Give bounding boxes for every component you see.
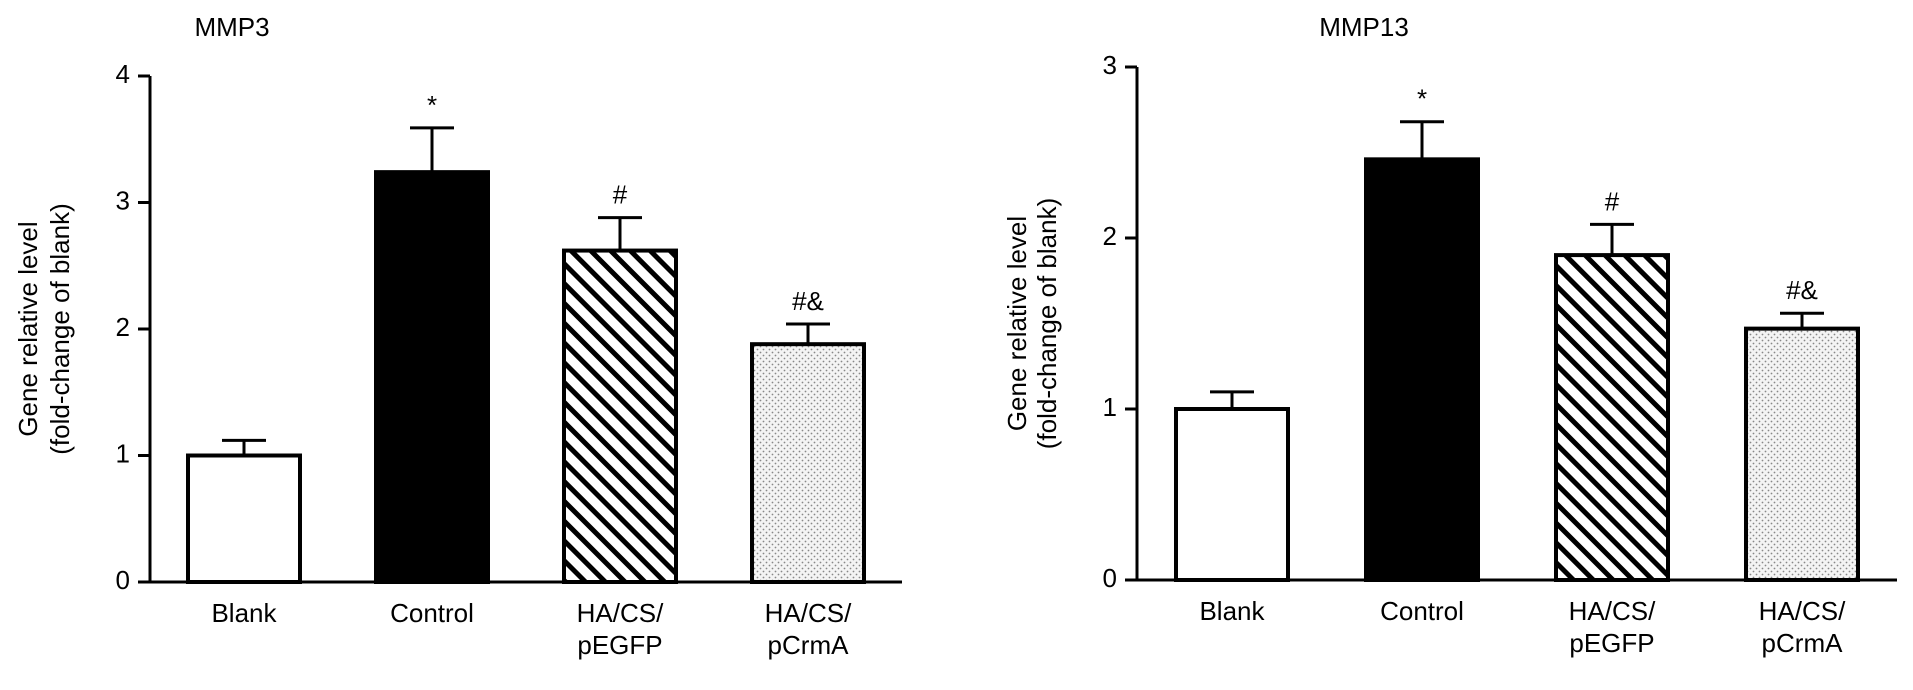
- annotation: *: [1417, 84, 1427, 114]
- x-tick-label: pEGFP: [577, 630, 662, 660]
- y-tick-label: 4: [116, 59, 130, 89]
- annotation: #: [1605, 186, 1620, 216]
- x-tick-label: HA/CS/: [1569, 596, 1656, 626]
- x-tick-label: pCrmA: [768, 630, 850, 660]
- annotation: #: [613, 180, 628, 210]
- y-axis-label: (fold-change of blank): [1032, 198, 1062, 449]
- y-axis-label: Gene relative level: [1002, 216, 1032, 431]
- y-tick-label: 2: [1103, 221, 1117, 251]
- bar: [1744, 326, 1860, 582]
- y-tick-label: 3: [116, 185, 130, 215]
- y-tick-label: 1: [116, 438, 130, 468]
- y-tick-label: 0: [1103, 563, 1117, 593]
- annotation: #&: [1786, 275, 1818, 305]
- x-tick-label: HA/CS/: [577, 598, 664, 628]
- y-tick-label: 1: [1103, 392, 1117, 422]
- bar: [562, 248, 678, 584]
- y-tick-label: 3: [1103, 50, 1117, 80]
- x-tick-label: Control: [390, 598, 474, 628]
- chart-title: MMP3: [194, 12, 269, 42]
- x-tick-label: pEGFP: [1569, 628, 1654, 658]
- bar: [1554, 253, 1670, 582]
- bar: [186, 453, 302, 584]
- y-tick-label: 2: [116, 312, 130, 342]
- x-tick-label: Blank: [211, 598, 277, 628]
- y-axis-label: Gene relative level: [13, 221, 43, 436]
- x-tick-label: Blank: [1199, 596, 1265, 626]
- y-axis-label: (fold-change of blank): [45, 203, 75, 454]
- bar: [750, 342, 866, 584]
- bar: [1364, 157, 1480, 582]
- x-tick-label: Control: [1380, 596, 1464, 626]
- x-tick-label: HA/CS/: [1759, 596, 1846, 626]
- bar: [1174, 407, 1290, 582]
- bar: [374, 170, 490, 584]
- annotation: *: [427, 90, 437, 120]
- x-tick-label: HA/CS/: [765, 598, 852, 628]
- chart-title: MMP13: [1319, 12, 1409, 42]
- annotation: #&: [792, 286, 824, 316]
- y-tick-label: 0: [116, 565, 130, 595]
- x-tick-label: pCrmA: [1762, 628, 1844, 658]
